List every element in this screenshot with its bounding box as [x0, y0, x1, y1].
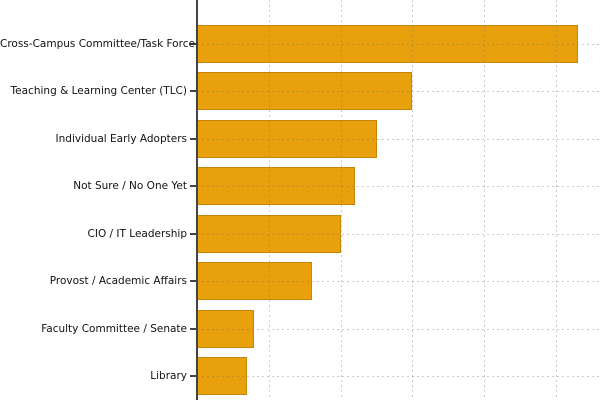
bar [197, 119, 377, 158]
bar [197, 25, 578, 63]
horizontal-gridline [197, 376, 600, 378]
category-label: Cross-Campus Committee/Task Force [0, 38, 195, 50]
category-label: Library [150, 370, 187, 383]
horizontal-gridline [197, 91, 600, 93]
category-label: CIO / IT Leadership [87, 227, 187, 240]
horizontal-gridline [197, 44, 600, 45]
vertical-gridline [484, 0, 486, 400]
bar [197, 357, 248, 396]
category-label: Teaching & Learning Center (TLC) [10, 85, 187, 98]
vertical-gridline [340, 0, 342, 400]
y-tick-mark [190, 137, 196, 140]
vertical-gridline [412, 0, 414, 400]
category-label: Individual Early Adopters [55, 132, 187, 145]
bar [197, 262, 312, 301]
y-tick-mark [190, 280, 196, 283]
y-tick-mark [190, 185, 196, 188]
bar [197, 72, 413, 111]
y-tick-mark [190, 327, 196, 330]
horizontal-gridline [197, 186, 600, 188]
category-label: Not Sure / No One Yet [73, 180, 187, 193]
y-tick-mark [190, 43, 196, 45]
bar [197, 167, 355, 206]
bar [197, 214, 341, 253]
horizontal-gridline [197, 281, 600, 283]
horizontal-gridline [197, 138, 600, 140]
category-label: Faculty Committee / Senate [41, 322, 187, 335]
vertical-gridline [268, 0, 270, 400]
y-tick-mark [190, 375, 196, 378]
y-axis-line [196, 0, 198, 400]
category-label: Provost / Academic Affairs [49, 275, 187, 288]
y-tick-mark [190, 90, 196, 93]
vertical-gridline [556, 0, 557, 400]
y-tick-mark [190, 232, 196, 235]
horizontal-gridline [197, 233, 600, 235]
horizontal-gridline [197, 328, 600, 330]
